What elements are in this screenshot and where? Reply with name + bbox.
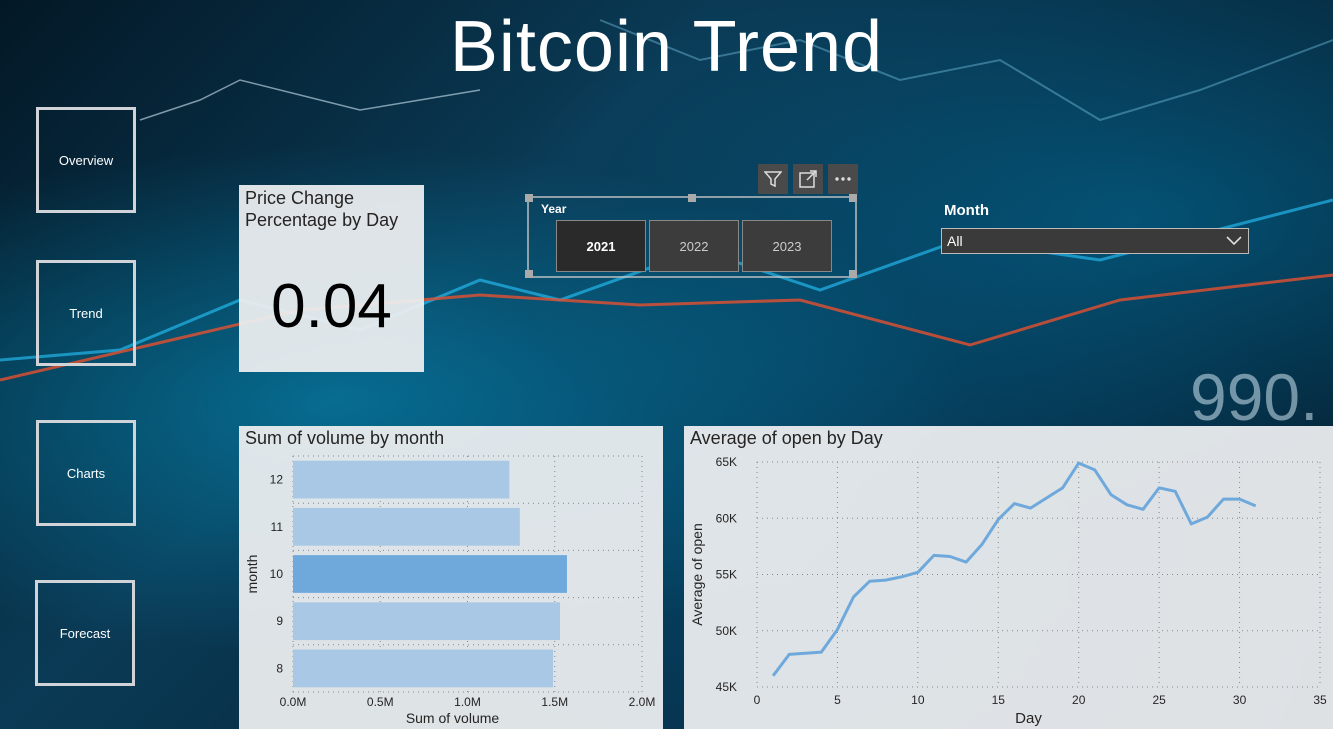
y-tick-label: 9	[276, 614, 283, 628]
year-option-2023[interactable]: 2023	[742, 220, 832, 272]
resize-handle[interactable]	[688, 194, 696, 202]
nav-charts-button[interactable]: Charts	[36, 420, 136, 526]
y-tick-label: 65K	[716, 455, 737, 469]
kpi-title: Price Change Percentage by Day	[245, 188, 399, 230]
x-tick-label: 10	[911, 693, 925, 707]
kpi-card: Price Change Percentage by Day 0.04	[239, 185, 424, 372]
nav-trend-button[interactable]: Trend	[36, 260, 136, 366]
more-options-icon[interactable]	[828, 164, 858, 194]
y-axis-label: month	[244, 555, 260, 594]
y-tick-label: 10	[270, 567, 284, 581]
line-chart-svg: 45K 50K 55K 60K 65K 0 5 10 15 20 25 30 35 Day Average …	[689, 455, 1327, 727]
y-tick-label: 60K	[716, 511, 737, 525]
x-tick-label: 0.5M	[367, 695, 394, 709]
y-tick-label: 11	[271, 520, 284, 534]
line-chart-title: Average of open by Day	[690, 428, 883, 448]
volume-bar-chart: Sum of volume by month 0.0M 0.5M 1.0M 1.5M 2…	[239, 426, 663, 729]
x-tick-label: 35	[1313, 693, 1327, 707]
bar	[293, 602, 560, 641]
filter-icon[interactable]	[758, 164, 788, 194]
y-tick-label: 8	[276, 661, 283, 675]
page-title: Bitcoin Trend	[449, 7, 884, 87]
x-tick-label: 2.0M	[629, 695, 656, 709]
open-line-chart: Average of open by Day 45K 50K 55K 60K 65K 0 5…	[684, 426, 1333, 729]
month-dropdown-value: All	[947, 233, 963, 249]
x-axis-label: Day	[1015, 710, 1042, 727]
y-tick-label: 50K	[716, 624, 737, 638]
bar	[293, 649, 554, 688]
x-tick-label: 1.5M	[541, 695, 568, 709]
x-tick-label: 20	[1072, 693, 1086, 707]
x-axis-label: Sum of volume	[406, 710, 500, 726]
chevron-down-icon	[1226, 236, 1242, 246]
x-tick-label: 0.0M	[280, 695, 307, 709]
bar	[293, 555, 567, 593]
resize-handle[interactable]	[849, 270, 857, 278]
x-tick-label: 30	[1233, 693, 1247, 707]
nav-overview-button[interactable]: Overview	[36, 107, 136, 213]
resize-handle[interactable]	[525, 270, 533, 278]
month-dropdown[interactable]: All	[941, 228, 1249, 254]
year-option-2021[interactable]: 2021	[556, 220, 646, 272]
bar-chart-svg: 0.0M 0.5M 1.0M 1.5M 2.0M 12 11 10 9 8 Sum of volum…	[244, 455, 656, 726]
nav-forecast-button[interactable]: Forecast	[35, 580, 135, 686]
x-tick-label: 1.0M	[454, 695, 481, 709]
bar	[293, 460, 510, 499]
x-tick-label: 25	[1152, 693, 1166, 707]
year-slicer: Year 2021 2022 2023	[525, 194, 857, 278]
focus-mode-icon[interactable]	[793, 164, 823, 194]
y-tick-label: 55K	[716, 568, 737, 582]
y-tick-label: 12	[270, 473, 284, 487]
series-line	[771, 461, 1257, 677]
y-tick-label: 45K	[716, 680, 737, 694]
y-axis-label: Average of open	[689, 523, 705, 626]
bar	[293, 507, 520, 546]
x-tick-label: 0	[754, 693, 761, 707]
svg-text:990.: 990.	[1190, 360, 1318, 434]
month-filter-label: Month	[944, 202, 989, 219]
x-tick-label: 5	[834, 693, 841, 707]
x-tick-label: 15	[992, 693, 1006, 707]
year-slicer-label: Year	[541, 202, 567, 216]
kpi-value: 0.04	[271, 272, 392, 341]
bar-chart-title: Sum of volume by month	[245, 428, 445, 448]
resize-handle[interactable]	[525, 194, 533, 202]
year-option-2022[interactable]: 2022	[649, 220, 739, 272]
resize-handle[interactable]	[849, 194, 857, 202]
